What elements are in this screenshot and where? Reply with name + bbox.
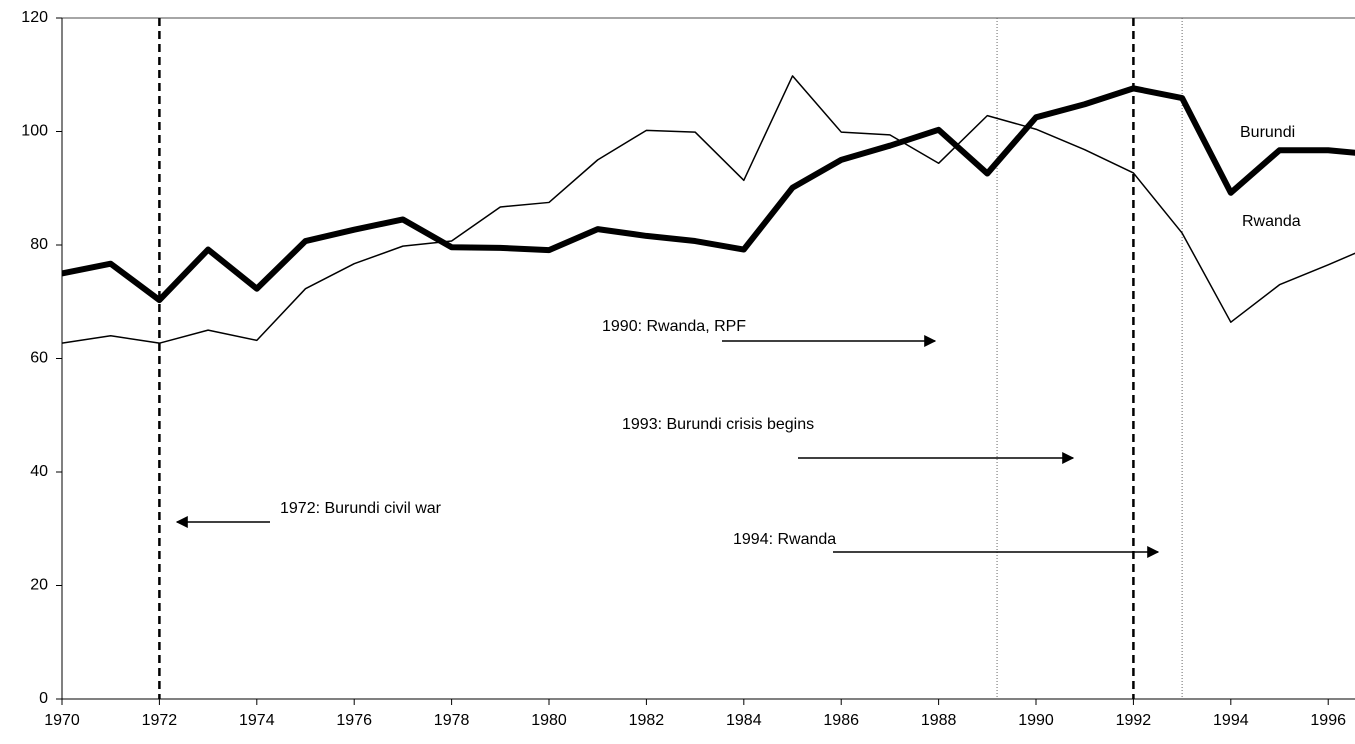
x-tick-label: 1992 xyxy=(1116,712,1152,729)
x-tick-label: 1978 xyxy=(434,712,470,729)
x-tick-label: 1980 xyxy=(531,712,567,729)
x-tick-label: 1972 xyxy=(142,712,178,729)
x-tick-label: 1996 xyxy=(1310,712,1346,729)
annotation: 1993: Burundi crisis begins xyxy=(622,416,814,433)
x-tick-label: 1970 xyxy=(44,712,80,729)
x-tick-label: 1994 xyxy=(1213,712,1249,729)
annotation: 1994: Rwanda xyxy=(733,531,836,548)
annotation: 1990: Rwanda, RPF xyxy=(602,318,746,335)
series-line xyxy=(62,85,1355,304)
y-tick-label: 100 xyxy=(21,123,48,140)
x-tick-label: 1982 xyxy=(629,712,665,729)
series-label: Rwanda xyxy=(1242,213,1301,230)
plot-area xyxy=(62,75,1355,344)
y-tick-label: 60 xyxy=(30,350,48,367)
x-tick-label: 1976 xyxy=(336,712,372,729)
y-tick-label: 80 xyxy=(30,236,48,253)
y-tick-label: 20 xyxy=(30,577,48,594)
x-tick-label: 1988 xyxy=(921,712,957,729)
x-tick-label: 1984 xyxy=(726,712,762,729)
annotation: 1972: Burundi civil war xyxy=(280,500,442,517)
y-tick-label: 0 xyxy=(39,690,48,707)
y-tick-label: 40 xyxy=(30,463,48,480)
x-tick-label: 1986 xyxy=(823,712,859,729)
y-tick-label: 120 xyxy=(21,9,48,26)
series-label: Burundi xyxy=(1240,124,1295,141)
x-tick-label: 1990 xyxy=(1018,712,1054,729)
x-tick-label: 1974 xyxy=(239,712,275,729)
series-line xyxy=(62,75,1355,344)
